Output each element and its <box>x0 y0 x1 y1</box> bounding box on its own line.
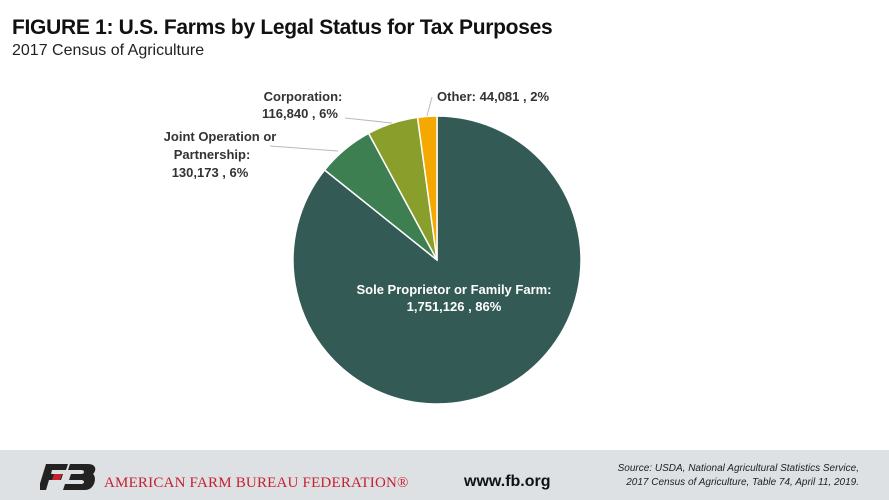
label-joint-name1: Joint Operation or <box>164 129 277 144</box>
chart-title: FIGURE 1: U.S. Farms by Legal Status for… <box>12 16 553 39</box>
source-note: Source: USDA, National Agricultural Stat… <box>618 462 859 490</box>
pie-slice-sole <box>292 115 582 405</box>
fb-logo-icon <box>40 464 96 490</box>
leader-line-corp <box>344 117 393 124</box>
leader-line-other <box>426 96 433 117</box>
source-line-2: 2017 Census of Agriculture, Table 74, Ap… <box>626 477 859 488</box>
label-other-name: Other: <box>437 89 476 104</box>
label-corp-value: 116,840 , 6% <box>262 106 338 121</box>
pie-slice-other <box>416 115 438 261</box>
label-joint-value: 130,173 , 6% <box>172 165 249 180</box>
org-name: AMERICAN FARM BUREAU FEDERATION® <box>104 475 409 491</box>
chart-subtitle: 2017 Census of Agriculture <box>12 42 205 59</box>
pie-chart: Sole Proprietor or Family Farm: 1,751,12… <box>164 89 582 405</box>
label-joint-name2: Partnership: <box>174 147 251 162</box>
label-corp-name: Corporation: <box>264 89 343 104</box>
label-sole-name: Sole Proprietor or Family Farm: <box>356 282 551 297</box>
label-sole-value: 1,751,126 , 86% <box>407 299 502 314</box>
label-other: Other: 44,081 , 2% <box>437 89 549 104</box>
footer: AMERICAN FARM BUREAU FEDERATION® www.fb.… <box>0 450 889 500</box>
label-other-value: 44,081 , 2% <box>480 89 550 104</box>
leader-line-joint <box>269 145 339 152</box>
website-link[interactable]: www.fb.org <box>464 473 551 490</box>
source-line-1: Source: USDA, National Agricultural Stat… <box>617 463 859 474</box>
